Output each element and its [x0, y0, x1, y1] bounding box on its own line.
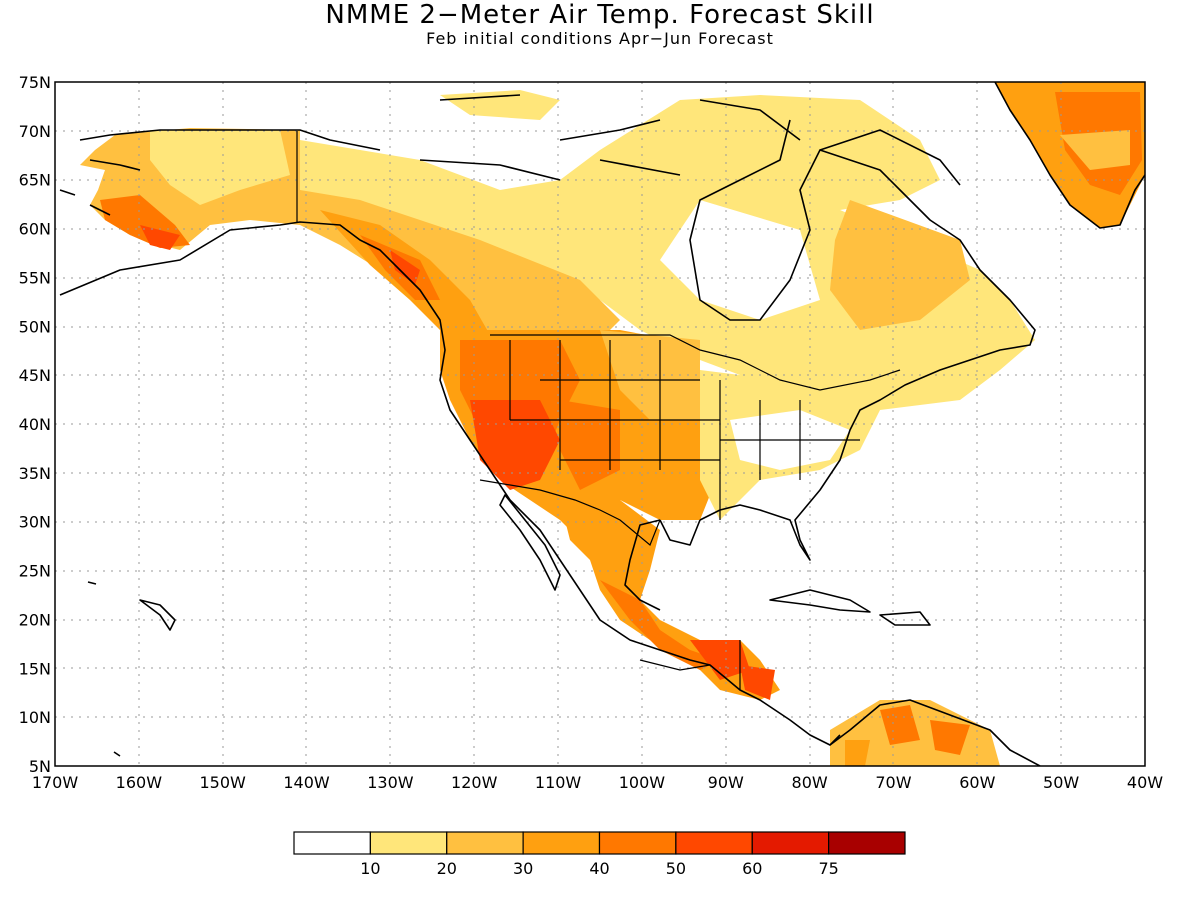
lon-tick-label: 40W — [1127, 773, 1163, 792]
lon-tick-label: 60W — [959, 773, 995, 792]
lat-tick-label: 60N — [19, 220, 51, 239]
lat-tick-label: 70N — [19, 122, 51, 141]
coastlines — [59, 82, 1145, 766]
lon-tick-label: 90W — [708, 773, 744, 792]
legend-swatch — [446, 831, 524, 855]
cuba — [769, 589, 871, 613]
lon-tick-labels: 170W 160W 150W 140W 130W 120W 110W 100W 90W 80W 70… — [32, 773, 1163, 792]
lat-tick-label: 10N — [19, 708, 51, 727]
legend-swatch — [598, 831, 677, 855]
lon-tick-label: 140W — [283, 773, 330, 792]
legend-label: 20 — [437, 859, 457, 878]
lat-tick-label: 5N — [29, 757, 51, 776]
map-title: NMME 2−Meter Air Temp. Forecast Skill — [325, 0, 875, 30]
lon-tick-label: 50W — [1043, 773, 1079, 792]
legend-label: 75 — [818, 859, 838, 878]
lat-tick-label: 15N — [19, 659, 51, 678]
greenland-coastline — [994, 82, 1145, 229]
legend-swatch — [751, 831, 830, 855]
gulf-of-california-coast — [499, 494, 561, 591]
color-legend: 10 20 30 40 50 60 75 — [293, 831, 906, 878]
lat-tick-label: 50N — [19, 317, 51, 336]
us-canada-border — [490, 334, 901, 391]
legend-label: 60 — [742, 859, 762, 878]
hawaii — [139, 599, 176, 631]
lat-tick-label: 30N — [19, 513, 51, 532]
lon-tick-label: 70W — [875, 773, 911, 792]
lat-tick-labels: 75N 70N 65N 60N 55N 50N 45N 40N 35N 30N 25N 20N 15N 1… — [19, 73, 51, 776]
us-mexico-border — [479, 479, 661, 546]
lat-tick-label: 20N — [19, 610, 51, 629]
lon-tick-label: 160W — [116, 773, 163, 792]
arctic-islands — [419, 94, 961, 186]
lon-tick-label: 130W — [367, 773, 414, 792]
map-frame — [54, 81, 1146, 767]
legend-swatch — [369, 831, 448, 855]
lon-tick-label: 150W — [200, 773, 247, 792]
lon-tick-label: 170W — [32, 773, 79, 792]
hispaniola — [879, 611, 931, 626]
lat-tick-label: 40N — [19, 415, 51, 434]
lat-tick-label: 65N — [19, 171, 51, 190]
legend-label: 50 — [666, 859, 686, 878]
legend-label: 30 — [513, 859, 533, 878]
lon-tick-label: 110W — [535, 773, 582, 792]
legend-swatch — [828, 831, 906, 855]
legend-label: 40 — [589, 859, 609, 878]
lat-tick-label: 25N — [19, 562, 51, 581]
map-subtitle: Feb initial conditions Apr−Jun Forecast — [426, 29, 774, 48]
lat-tick-label: 55N — [19, 268, 51, 287]
alaska-north-coast — [79, 129, 381, 151]
map-gridlines — [55, 82, 1145, 766]
political-boundaries — [296, 131, 901, 690]
lon-tick-label: 100W — [619, 773, 666, 792]
lat-tick-label: 75N — [19, 73, 51, 92]
lon-tick-label: 120W — [451, 773, 498, 792]
lat-tick-label: 35N — [19, 464, 51, 483]
legend-swatch — [675, 831, 753, 855]
legend-label: 10 — [360, 859, 380, 878]
north-america-coastline — [59, 221, 1041, 766]
lat-tick-label: 45N — [19, 366, 51, 385]
legend-swatch — [293, 831, 371, 855]
legend-swatch — [522, 831, 601, 855]
lon-tick-label: 80W — [792, 773, 828, 792]
